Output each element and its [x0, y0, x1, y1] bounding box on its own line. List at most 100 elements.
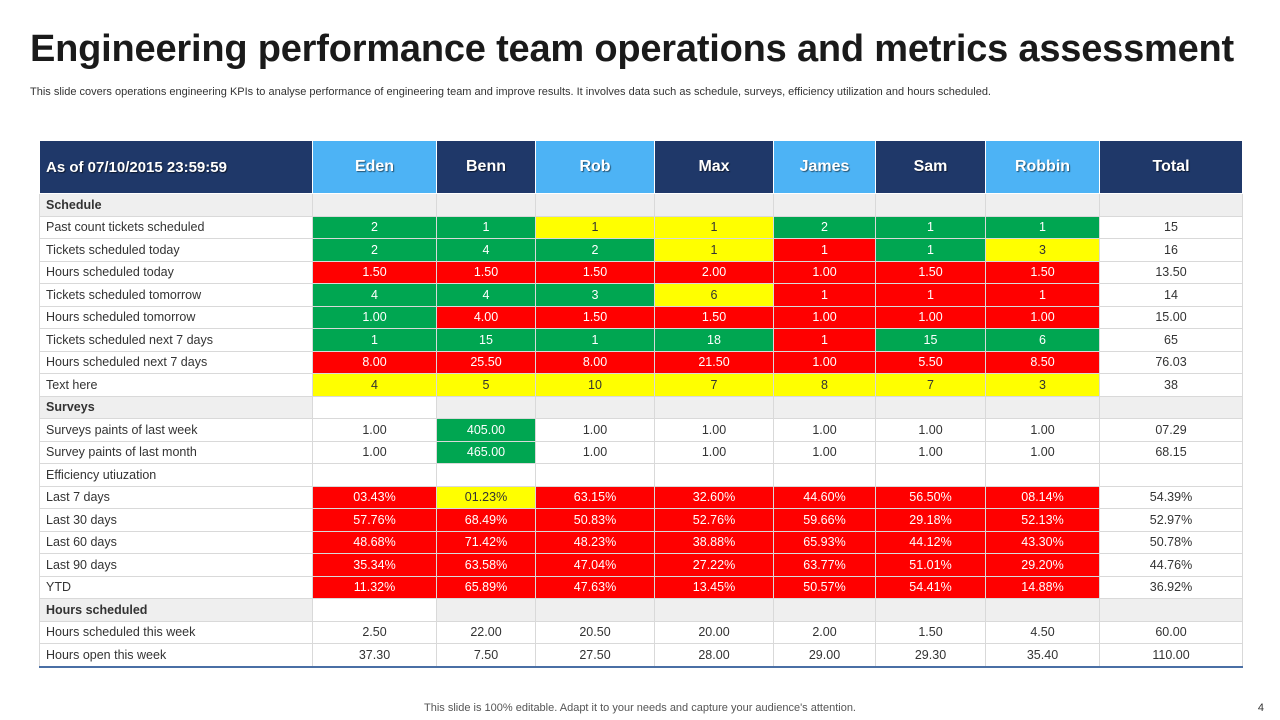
section-row: Efficiency utiuzation	[39, 463, 1243, 487]
metric-cell: 1.00	[773, 440, 876, 464]
total-cell: 16	[1099, 238, 1243, 262]
metric-cell: 27.22%	[654, 553, 774, 577]
metric-cell: 1.50	[535, 260, 655, 284]
section-row: Hours scheduled	[39, 598, 1243, 622]
total-cell: 76.03	[1099, 350, 1243, 374]
table-row: Last 30 days 57.76% 68.49% 50.83% 52.76% 59.6…	[39, 508, 1243, 532]
blank-cell	[1099, 598, 1243, 622]
total-cell: 65	[1099, 328, 1243, 352]
metric-cell: 1.50	[875, 620, 986, 644]
metric-cell: 3	[535, 283, 655, 307]
metric-cell: 1.00	[773, 260, 876, 284]
metric-cell: 8	[773, 373, 876, 397]
blank-cell	[1099, 395, 1243, 419]
metric-cell: 6	[654, 283, 774, 307]
metric-cell: 18	[654, 328, 774, 352]
metric-cell: 1.00	[875, 305, 986, 329]
metric-cell: 44.60%	[773, 485, 876, 509]
total-cell: 44.76%	[1099, 553, 1243, 577]
metric-cell: 2	[535, 238, 655, 262]
blank-cell	[875, 598, 986, 622]
metric-cell: 48.68%	[312, 530, 437, 554]
table-row: Last 90 days 35.34% 63.58% 47.04% 27.22% 63.7…	[39, 553, 1243, 577]
metric-cell: 20.50	[535, 620, 655, 644]
total-cell: 68.15	[1099, 440, 1243, 464]
metric-cell: 1	[535, 215, 655, 239]
metric-cell: 3	[985, 238, 1100, 262]
blank-cell	[654, 193, 774, 217]
metric-cell: 1.00	[312, 440, 437, 464]
metric-cell: 1.50	[535, 305, 655, 329]
metric-cell: 1.50	[312, 260, 437, 284]
metric-cell: 51.01%	[875, 553, 986, 577]
metric-cell: 1	[773, 328, 876, 352]
table-row: Hours scheduled today 1.50 1.50 1.50 2.00 1.0…	[39, 260, 1243, 284]
metric-cell: 11.32%	[312, 575, 437, 599]
kpi-table: As of 07/10/2015 23:59:59 Eden Benn Rob …	[39, 140, 1243, 668]
metric-cell: 44.12%	[875, 530, 986, 554]
metric-cell: 8.00	[535, 350, 655, 374]
metric-cell: 10	[535, 373, 655, 397]
slide-title: Engineering performance team operations …	[30, 28, 1235, 70]
slide-subtitle: This slide covers operations engineering…	[30, 86, 991, 98]
metric-cell: 8.00	[312, 350, 437, 374]
blank-cell	[875, 395, 986, 419]
metric-cell: 1.00	[773, 418, 876, 442]
row-label: Tickets scheduled tomorrow	[39, 283, 313, 307]
metric-cell: 1.00	[985, 418, 1100, 442]
row-label: Survey paints of last month	[39, 440, 313, 464]
table-row: Survey paints of last month 1.00 465.00 1.0…	[39, 440, 1243, 464]
metric-cell: 63.15%	[535, 485, 655, 509]
metric-cell: 03.43%	[312, 485, 437, 509]
column-header: Benn	[436, 140, 536, 194]
metric-cell: 14.88%	[985, 575, 1100, 599]
total-cell: 13.50	[1099, 260, 1243, 284]
table-header-row: As of 07/10/2015 23:59:59 Eden Benn Rob …	[39, 140, 1243, 194]
metric-cell: 1.00	[535, 440, 655, 464]
metric-cell: 4	[436, 238, 536, 262]
metric-cell: 1.00	[985, 440, 1100, 464]
table-row: Last 7 days 03.43% 01.23% 63.15% 32.60% 44.60…	[39, 485, 1243, 509]
metric-cell: 35.34%	[312, 553, 437, 577]
total-cell: 52.97%	[1099, 508, 1243, 532]
table-row: Last 60 days 48.68% 71.42% 48.23% 38.88% 65.9…	[39, 530, 1243, 554]
table-row: Text here 4 5 10 7 8 7 3 38	[39, 373, 1243, 397]
blank-cell	[312, 395, 437, 419]
metric-cell: 57.76%	[312, 508, 437, 532]
metric-cell: 01.23%	[436, 485, 536, 509]
metric-cell: 405.00	[436, 418, 536, 442]
blank-cell	[436, 193, 536, 217]
metric-cell: 2	[312, 215, 437, 239]
metric-cell: 20.00	[654, 620, 774, 644]
metric-cell: 08.14%	[985, 485, 1100, 509]
blank-cell	[985, 598, 1100, 622]
metric-cell: 1.00	[773, 305, 876, 329]
metric-cell: 29.00	[773, 643, 876, 668]
row-label: Last 30 days	[39, 508, 313, 532]
blank-cell	[654, 395, 774, 419]
row-label: Hours scheduled tomorrow	[39, 305, 313, 329]
metric-cell: 7.50	[436, 643, 536, 668]
row-label: Past count tickets scheduled	[39, 215, 313, 239]
metric-cell: 1	[654, 238, 774, 262]
blank-cell	[1099, 193, 1243, 217]
blank-cell	[654, 598, 774, 622]
column-header: James	[773, 140, 876, 194]
metric-cell: 1.00	[654, 418, 774, 442]
blank-cell	[312, 463, 437, 487]
table-row: Hours scheduled this week 2.50 22.00 20.50 2…	[39, 620, 1243, 644]
table-row: Hours scheduled tomorrow 1.00 4.00 1.50 1.50…	[39, 305, 1243, 329]
as-of-timestamp: As of 07/10/2015 23:59:59	[39, 140, 313, 194]
metric-cell: 71.42%	[436, 530, 536, 554]
total-cell: 50.78%	[1099, 530, 1243, 554]
column-header: Sam	[875, 140, 986, 194]
metric-cell: 1	[985, 215, 1100, 239]
column-header: Total	[1099, 140, 1243, 194]
table-row: Hours scheduled next 7 days 8.00 25.50 8.00…	[39, 350, 1243, 374]
metric-cell: 68.49%	[436, 508, 536, 532]
blank-cell	[436, 598, 536, 622]
blank-cell	[773, 463, 876, 487]
total-cell: 07.29	[1099, 418, 1243, 442]
table-body: Schedule Past count tickets scheduled 2 1 1 1…	[39, 193, 1243, 668]
blank-cell	[436, 463, 536, 487]
